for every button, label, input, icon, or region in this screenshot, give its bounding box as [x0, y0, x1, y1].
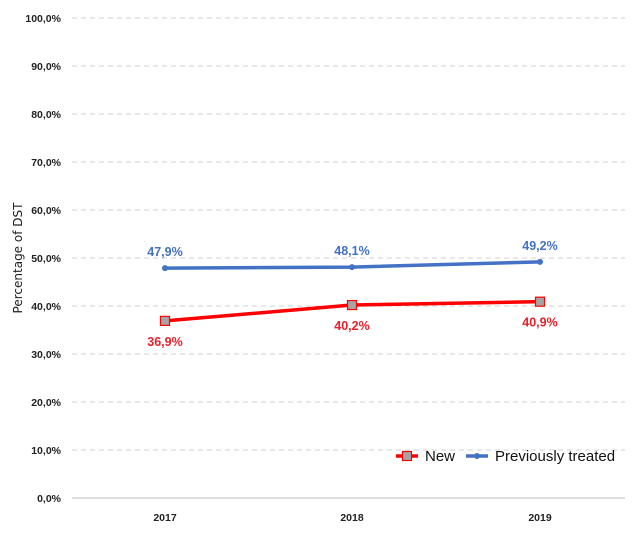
data-label: 47,9%: [147, 245, 182, 259]
y-tick-label: 70,0%: [31, 157, 61, 169]
series-previously-treated: 47,9% 48,1% 49,2%: [147, 239, 557, 271]
y-tick-label: 90,0%: [31, 61, 61, 73]
x-axis-ticks: 2017 2018 2019: [153, 512, 552, 524]
legend-label: Previously treated: [495, 448, 615, 465]
data-point: [349, 264, 355, 270]
x-tick-label: 2017: [153, 512, 177, 524]
data-point: [536, 297, 545, 306]
legend-marker: [403, 452, 412, 461]
legend-item: Previously treated: [466, 448, 615, 465]
y-axis-ticks: 0,0% 10,0% 20,0% 30,0% 40,0% 50,0% 60,0% 70,0% 8…: [25, 13, 61, 505]
y-tick-label: 10,0%: [31, 445, 61, 457]
data-label: 48,1%: [334, 244, 369, 258]
y-axis-label: Percentage of DST: [11, 202, 25, 314]
y-tick-label: 0,0%: [37, 493, 62, 505]
y-tick-label: 20,0%: [31, 397, 61, 409]
y-tick-label: 80,0%: [31, 109, 61, 121]
y-tick-label: 60,0%: [31, 205, 61, 217]
legend-marker: [474, 453, 480, 459]
x-tick-label: 2018: [340, 512, 364, 524]
y-tick-label: 40,0%: [31, 301, 61, 313]
data-label: 40,2%: [334, 319, 369, 333]
data-label: 40,9%: [522, 316, 557, 330]
legend: New Previously treated: [396, 448, 615, 465]
data-point: [348, 301, 357, 310]
legend-label: New: [425, 448, 455, 465]
legend-item: New: [396, 448, 455, 465]
data-label: 36,9%: [147, 335, 182, 349]
series-new: 36,9% 40,2% 40,9%: [147, 297, 557, 349]
data-point: [537, 259, 543, 265]
y-tick-label: 30,0%: [31, 349, 61, 361]
y-tick-label: 100,0%: [25, 13, 61, 25]
data-point: [162, 265, 168, 271]
x-tick-label: 2019: [528, 512, 552, 524]
data-point: [161, 316, 170, 325]
y-tick-label: 50,0%: [31, 253, 61, 265]
data-label: 49,2%: [522, 239, 557, 253]
